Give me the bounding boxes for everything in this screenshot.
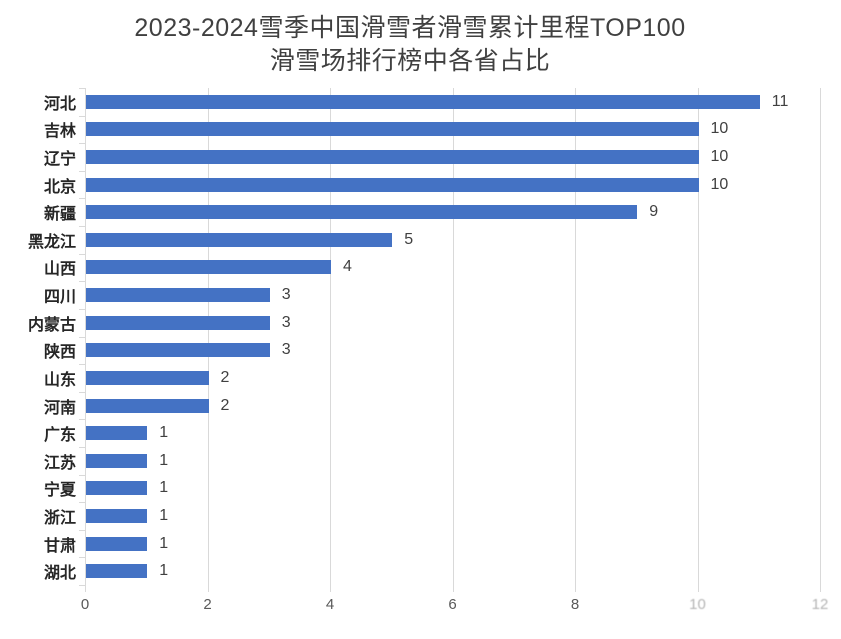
bar <box>86 398 209 413</box>
value-label: 10 <box>710 120 729 138</box>
bar <box>86 232 393 247</box>
category-label: 四川 <box>43 289 76 307</box>
bar <box>86 205 638 220</box>
x-axis-tick-label: 6 <box>448 596 457 613</box>
gridline <box>330 88 331 585</box>
value-label: 10 <box>710 148 729 166</box>
y-axis-tick <box>79 226 85 228</box>
bar <box>86 177 699 192</box>
value-label: 5 <box>404 230 414 248</box>
x-axis-tick <box>330 585 331 592</box>
x-axis-tick <box>207 585 209 592</box>
category-label: 新疆 <box>43 206 76 224</box>
category-label: 湖北 <box>43 565 76 583</box>
value-label: 10 <box>710 175 729 193</box>
y-axis-tick <box>79 170 85 172</box>
chart-title-line1: 2023-2024雪季中国滑雪者滑雪累计里程TOP100 <box>134 14 686 42</box>
x-axis-tick <box>697 585 699 592</box>
bar <box>86 370 209 385</box>
value-label: 2 <box>220 396 230 414</box>
x-axis-tick-label: 10 <box>689 596 706 613</box>
y-axis-tick <box>79 143 85 145</box>
y-axis-tick <box>79 198 85 200</box>
value-label: 1 <box>159 534 169 552</box>
bar <box>86 315 270 330</box>
bar <box>86 94 760 109</box>
category-label: 河北 <box>43 95 76 113</box>
value-label: 4 <box>343 258 352 276</box>
category-label: 浙江 <box>43 509 76 527</box>
value-label: 3 <box>281 341 291 359</box>
x-axis-tick-label: 12 <box>811 596 829 613</box>
y-axis-tick <box>79 419 85 421</box>
x-axis-tick-label: 4 <box>325 596 335 613</box>
y-axis-tick <box>79 253 85 255</box>
bar <box>86 508 148 523</box>
y-axis-tick <box>79 585 85 586</box>
category-label: 北京 <box>43 178 76 196</box>
bar <box>86 536 148 551</box>
bar <box>86 343 270 358</box>
gridline <box>207 88 209 585</box>
y-axis-tick <box>79 474 85 476</box>
value-label: 1 <box>159 562 169 580</box>
value-label: 1 <box>159 424 169 442</box>
y-axis-tick <box>79 308 85 310</box>
value-label: 3 <box>281 313 291 331</box>
y-axis-tick <box>79 115 85 117</box>
category-label: 辽宁 <box>43 151 76 169</box>
chart-title: 2023-2024雪季中国滑雪者滑雪累计里程TOP100 滑雪场排行榜中各省占比 <box>0 12 820 78</box>
x-axis-tick <box>575 585 576 592</box>
category-label: 黑龙江 <box>27 233 76 251</box>
value-label: 1 <box>159 506 169 524</box>
category-label: 甘肃 <box>43 537 76 555</box>
x-axis-tick-label: 0 <box>80 596 90 613</box>
y-axis-line <box>85 88 86 592</box>
category-label: 河南 <box>43 399 76 417</box>
bar <box>86 453 148 468</box>
category-label: 山西 <box>43 261 76 279</box>
value-label: 1 <box>159 479 169 497</box>
category-label: 吉林 <box>43 123 76 141</box>
category-label: 广东 <box>43 427 76 445</box>
gridline <box>575 88 576 585</box>
category-label: 宁夏 <box>43 482 76 500</box>
x-axis-tick <box>820 585 821 592</box>
y-axis-tick <box>79 502 85 504</box>
chart-title-line2: 滑雪场排行榜中各省占比 <box>269 47 551 75</box>
y-axis-tick <box>79 391 85 393</box>
bar <box>86 260 331 275</box>
value-label: 3 <box>281 286 291 304</box>
category-label: 陕西 <box>43 344 76 362</box>
category-label: 山东 <box>43 371 76 389</box>
y-axis-tick <box>79 446 85 448</box>
bar <box>86 122 699 137</box>
value-label: 9 <box>649 203 659 221</box>
bar <box>86 564 148 579</box>
bar <box>86 288 270 303</box>
x-axis-tick-label: 2 <box>203 596 212 613</box>
gridline <box>697 88 699 585</box>
y-axis-tick <box>79 364 85 366</box>
value-label: 1 <box>159 451 169 469</box>
gridline <box>820 88 821 585</box>
y-axis-tick <box>79 281 85 283</box>
y-axis-tick <box>79 88 85 89</box>
x-axis-tick-label: 8 <box>570 596 580 613</box>
bar <box>86 426 148 441</box>
category-label: 内蒙古 <box>27 316 76 334</box>
value-label: 2 <box>220 368 230 386</box>
bar <box>86 150 699 165</box>
value-label: 11 <box>771 92 789 110</box>
bar <box>86 481 148 496</box>
category-label: 江苏 <box>43 454 76 472</box>
x-axis-tick <box>452 585 454 592</box>
y-axis-tick <box>79 557 85 559</box>
y-axis-tick <box>79 529 85 531</box>
gridline <box>452 88 454 585</box>
y-axis-tick <box>79 336 85 338</box>
